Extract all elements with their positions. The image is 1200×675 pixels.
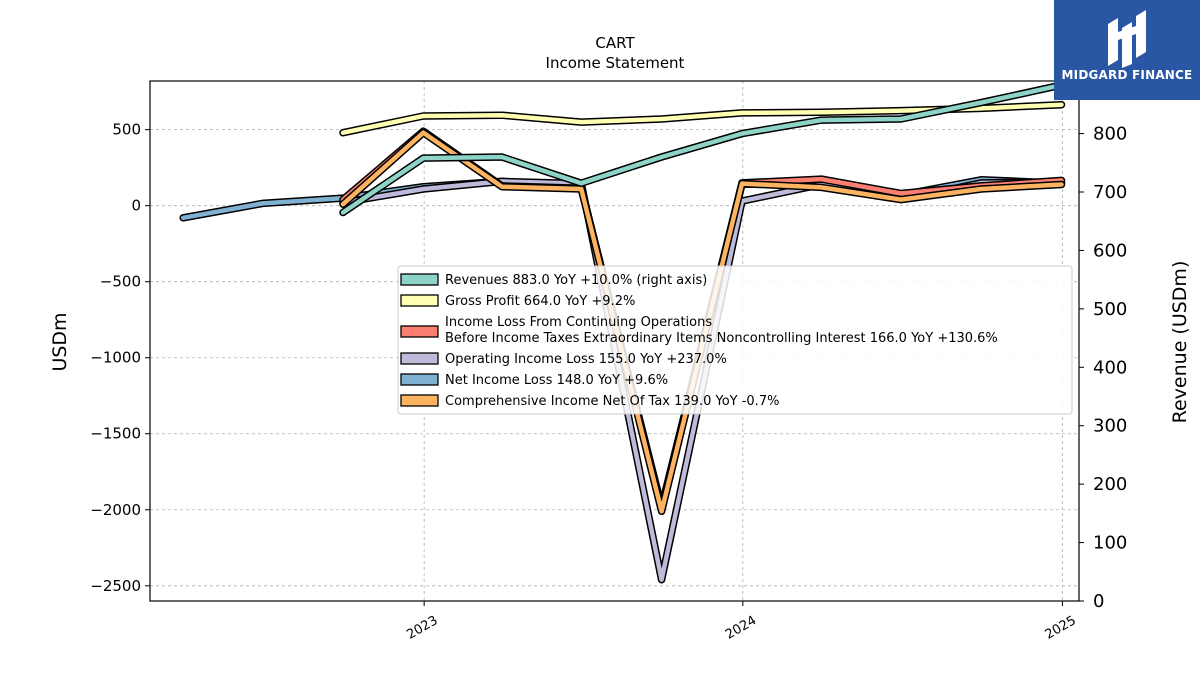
x-tick-label: 2024 — [723, 613, 759, 643]
right-tick-label: 200 — [1093, 474, 1127, 495]
legend-label-comprehensive-income: Comprehensive Income Net Of Tax 139.0 Yo… — [445, 394, 779, 409]
left-tick-label: −500 — [100, 273, 141, 291]
x-tick-label: 2025 — [1043, 613, 1079, 643]
chart-subtitle: Income Statement — [546, 54, 685, 72]
legend-label-gross-profit: Gross Profit 664.0 YoY +9.2% — [445, 294, 635, 309]
legend-label-operating-income: Operating Income Loss 155.0 YoY +237.0% — [445, 352, 727, 367]
legend-box — [397, 265, 1073, 415]
right-tick-label: 300 — [1093, 416, 1127, 437]
right-tick-label: 400 — [1093, 357, 1127, 378]
left-tick-label: −2500 — [90, 577, 141, 595]
x-tick-label: 2023 — [404, 613, 440, 643]
y-axis-label-right: Revenue (USDm) — [1169, 261, 1191, 424]
left-tick-label: 500 — [112, 121, 141, 139]
right-tick-label: 0 — [1093, 591, 1104, 612]
right-tick-label: 600 — [1093, 240, 1127, 261]
series-line-revenues — [340, 82, 1064, 215]
left-tick-label: 0 — [131, 197, 141, 215]
legend-label-revenues: Revenues 883.0 YoY +10.0% (right axis) — [445, 273, 707, 288]
legend-swatch-net-income — [400, 373, 439, 386]
legend-swatch-gross-profit — [400, 294, 439, 307]
legend-swatch-income-before-taxes — [400, 325, 439, 338]
right-tick-label: 800 — [1093, 124, 1127, 145]
legend: Revenues 883.0 YoY +10.0% (right axis) G… — [397, 265, 1073, 415]
legend-label-income-before-taxes-line1: Income Loss From Continuing Operations — [445, 315, 712, 330]
y-axis-label-left: USDm — [49, 312, 71, 371]
midgard-finance-logo: MIDGARD FINANCE — [1054, 0, 1200, 100]
legend-label-income-before-taxes-line2: Before Income Taxes Extraordinary Items … — [445, 331, 998, 346]
left-tick-label: −2000 — [90, 501, 141, 519]
right-tick-label: 100 — [1093, 533, 1127, 554]
logo-text: MIDGARD FINANCE — [1061, 68, 1193, 82]
legend-swatch-comprehensive-income — [400, 394, 439, 407]
chart-title: CART — [595, 34, 635, 52]
legend-swatch-revenues — [400, 273, 439, 286]
right-tick-label: 700 — [1093, 182, 1127, 203]
legend-swatch-operating-income — [400, 352, 439, 365]
right-tick-label: 500 — [1093, 299, 1127, 320]
legend-label-net-income: Net Income Loss 148.0 YoY +9.6% — [445, 373, 668, 388]
logo-emblem-icon — [1108, 10, 1146, 68]
left-tick-label: −1500 — [90, 425, 141, 443]
plot-frame — [149, 80, 1080, 602]
left-tick-label: −1000 — [90, 349, 141, 367]
